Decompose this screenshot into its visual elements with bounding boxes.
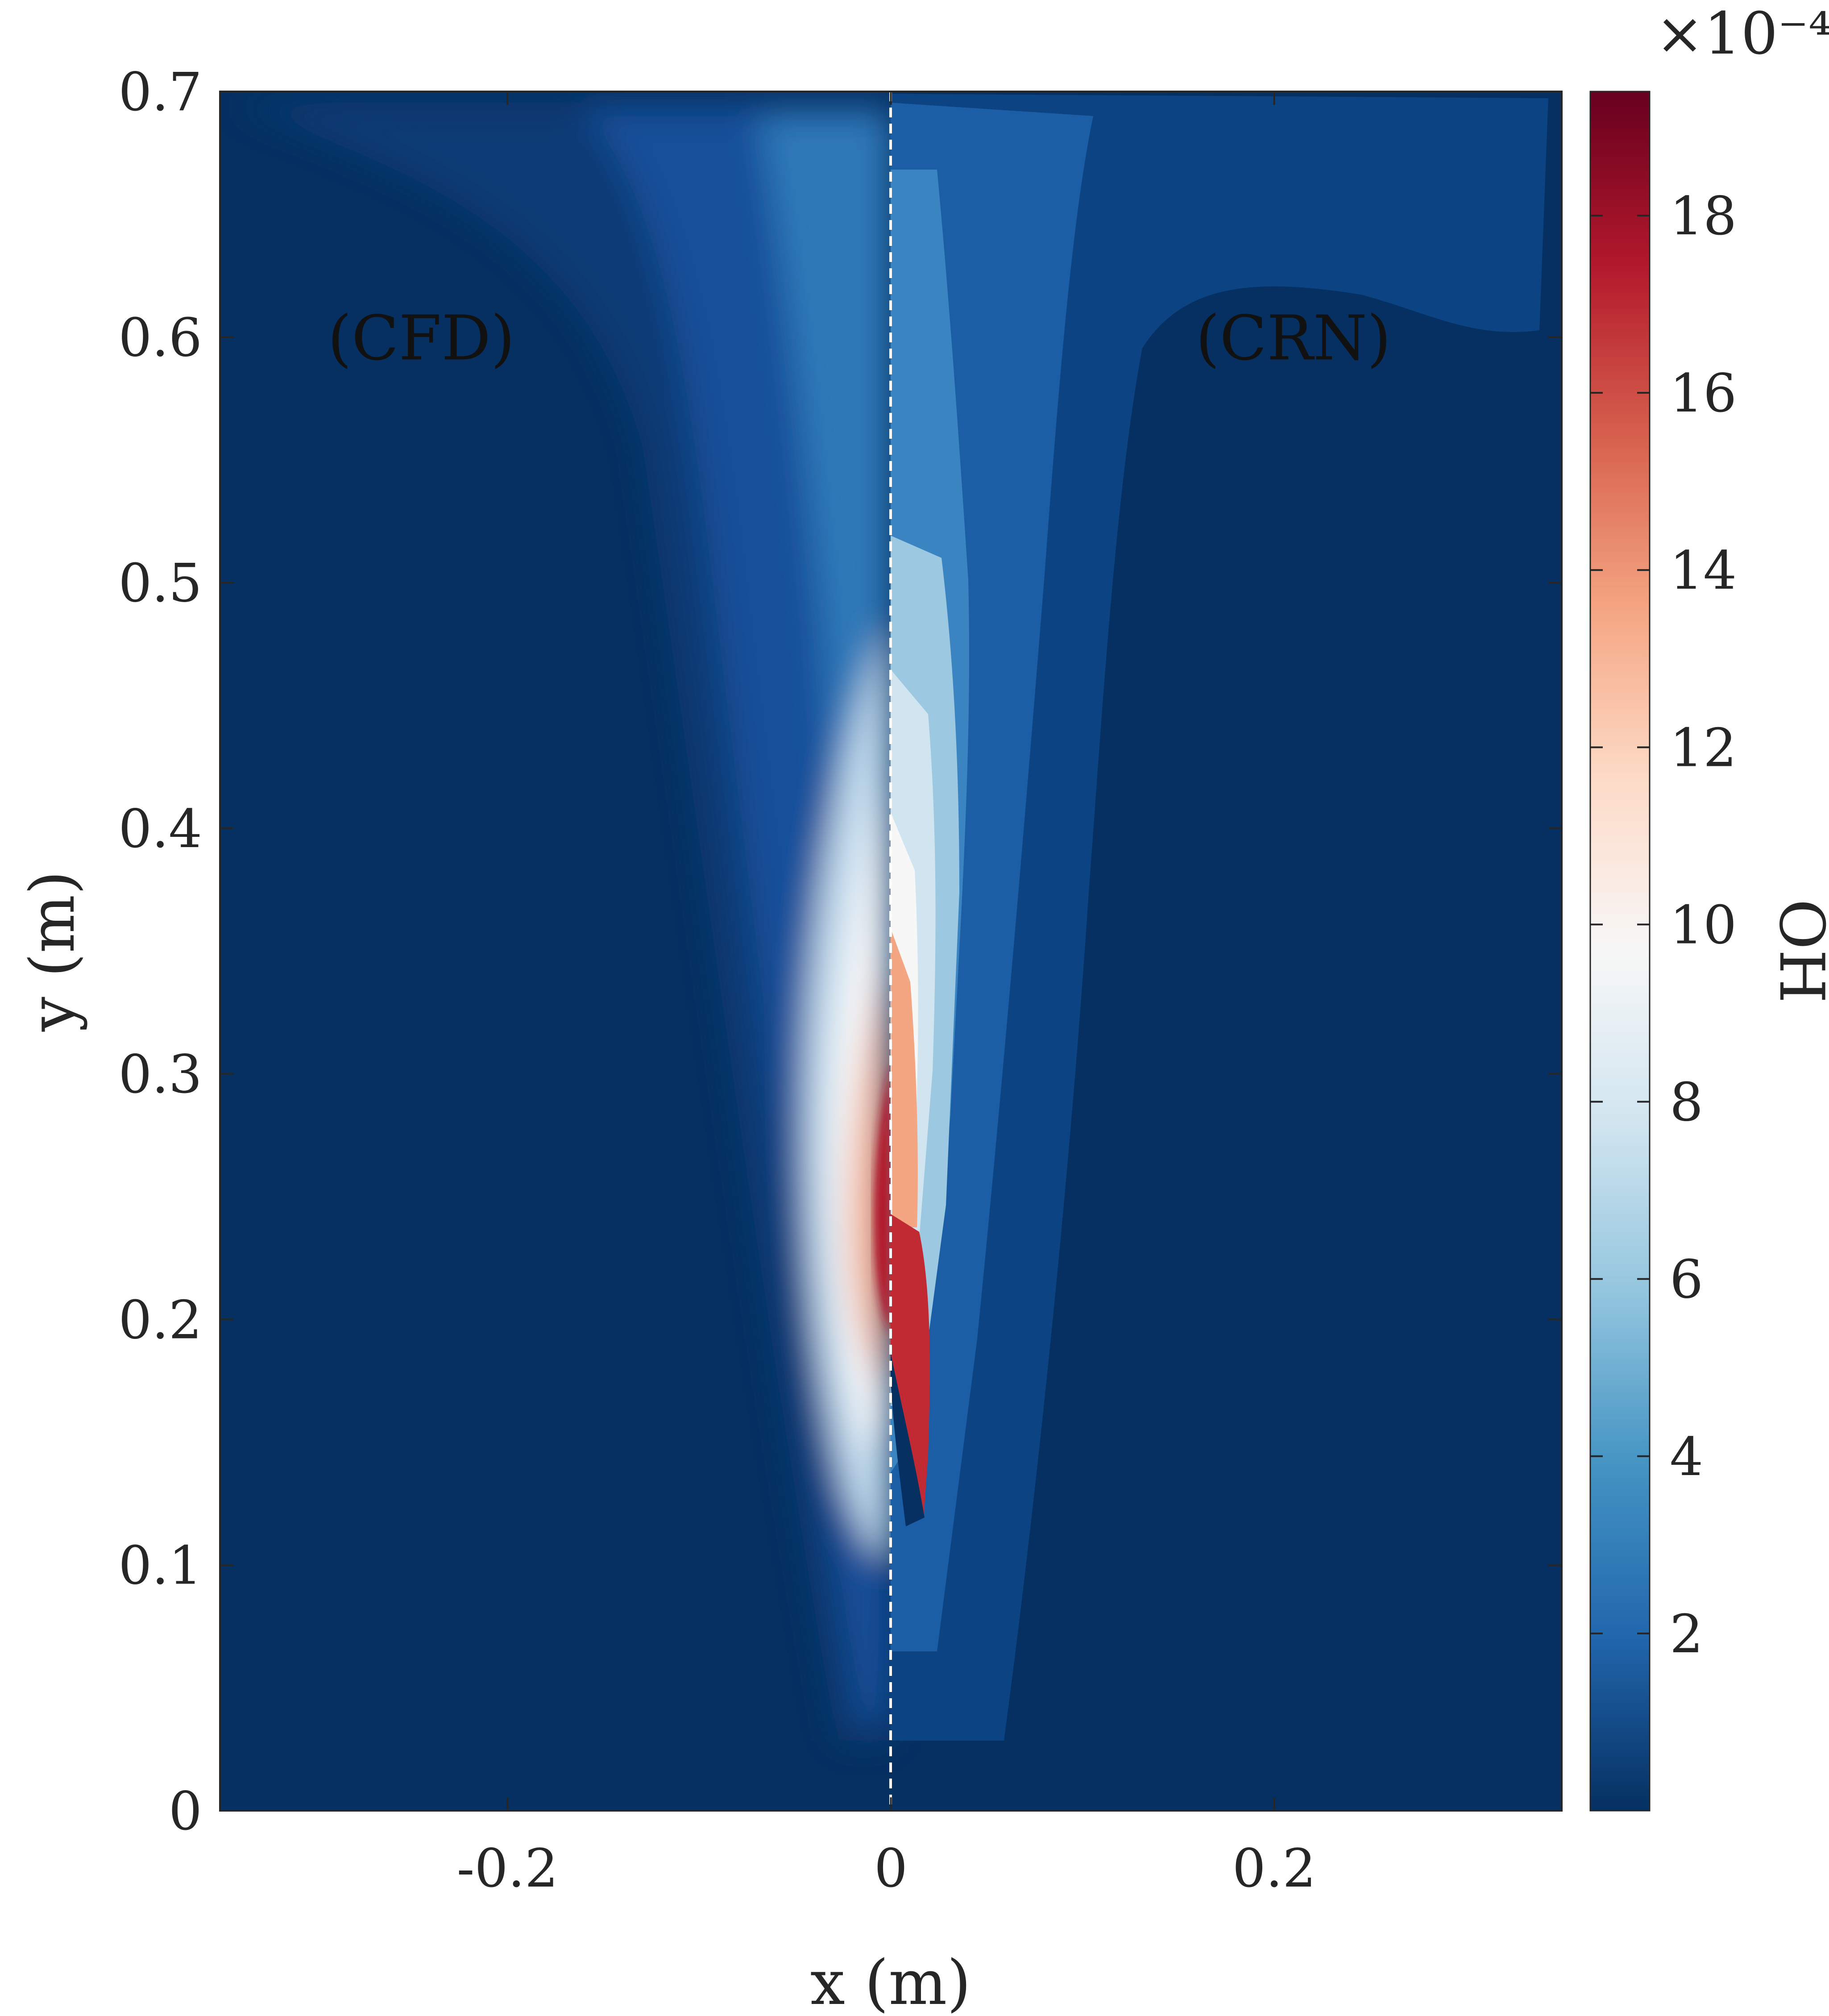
y-tick-label: 0.6 [118,307,202,368]
crn-red-core [891,1214,930,1517]
y-tick-label: 0.2 [118,1289,202,1351]
crn-dark-notch [891,1352,925,1526]
x-tick-label: 0.2 [1232,1837,1316,1899]
x-tick-label: 0 [874,1837,908,1899]
colorbar-tick-label: 14 [1670,540,1737,601]
y-tick-label: 0.3 [118,1043,202,1105]
colorbar-label: OH [1766,899,1829,1003]
cfd-annotation: (CFD) [328,302,515,374]
plot-area [220,91,1562,1811]
y-tick-label: 0.4 [118,798,202,860]
colorbar-tick-label: 16 [1670,362,1737,424]
y-axis-ticks: 0 0.1 0.2 0.3 0.4 0.5 0.6 0.7 [118,61,1562,1842]
colorbar-tick-label: 12 [1670,717,1737,778]
colorbar: 2 4 6 8 10 12 14 16 18 ×10⁻⁴ OH [1589,0,1829,1812]
cfd-field [232,103,891,1741]
x-tick-label: -0.2 [457,1837,559,1899]
colorbar-tick-label: 6 [1670,1249,1703,1310]
x-axis-label: x (m) [810,1947,971,2016]
y-tick-label: 0.1 [118,1535,202,1596]
y-tick-label: 0.5 [118,553,202,614]
colorbar-strip [1590,91,1650,1811]
colorbar-ticks: 2 4 6 8 10 12 14 16 18 [1590,185,1737,1665]
y-tick-label: 0.7 [118,61,202,123]
colorbar-tick-label: 8 [1670,1072,1703,1133]
colorbar-tick-label: 4 [1670,1426,1703,1488]
y-axis-label: y (m) [17,871,88,1032]
crn-outer-plume [891,94,1548,1741]
crn-annotation: (CRN) [1196,302,1391,374]
crn-field [891,94,1548,1741]
cfd-flame-core [874,1062,891,1334]
colorbar-tick-label: 18 [1670,185,1737,247]
colorbar-tick-label: 10 [1670,894,1737,956]
colorbar-exponent: ×10⁻⁴ [1655,0,1829,67]
y-tick-label: 0 [169,1780,202,1842]
colorbar-frame [1589,91,1651,1812]
crn-orange-band [891,928,918,1227]
x-axis-ticks: -0.2 0 0.2 [457,91,1316,1899]
colorbar-tick-label: 2 [1670,1603,1703,1665]
